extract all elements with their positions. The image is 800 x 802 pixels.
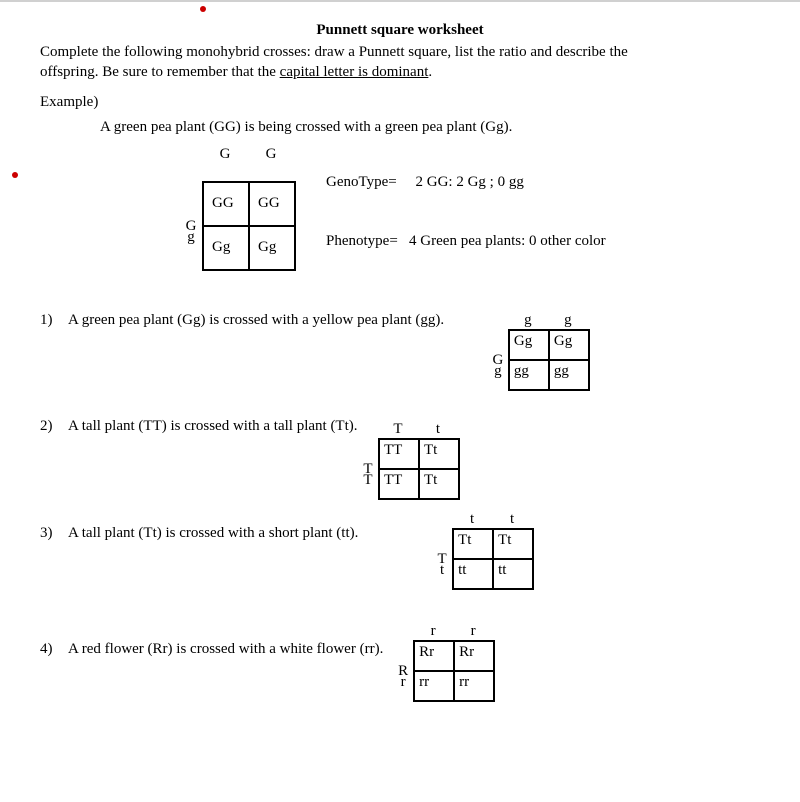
q-text: A tall plant (TT) is crossed with a tall… [68, 418, 358, 434]
top-allele: G [248, 146, 294, 163]
genotype-value: 2 GG: 2 Gg ; 0 gg [415, 174, 523, 190]
q-num: 3) [40, 525, 68, 542]
cell: Gg [509, 330, 549, 360]
question-2: 2) A tall plant (TT) is crossed with a t… [40, 418, 760, 517]
top-allele: t [492, 511, 532, 528]
instr-line1: Complete the following monohybrid crosse… [40, 44, 628, 60]
cell: Rr [454, 641, 494, 671]
q-text: A red flower (Rr) is crossed with a whit… [68, 641, 383, 657]
question-1: 1) A green pea plant (Gg) is crossed wit… [40, 312, 760, 408]
side-allele: g [488, 363, 508, 380]
example-row: G G G GG GG Gg Gg g GenoType= 2 GG: 2 Gg… [180, 146, 760, 288]
cell: rr [414, 671, 454, 701]
instr-line2: offspring. Be sure to remember that the [40, 64, 280, 80]
instructions: Complete the following monohybrid crosse… [40, 43, 760, 82]
side-allele: g [180, 229, 202, 246]
cell: TT [379, 469, 419, 499]
top-allele: g [548, 312, 588, 329]
cell: GG [203, 182, 249, 226]
top-allele: T [378, 421, 418, 438]
q3-punnett: t t T Tt Tt tt tt t [432, 511, 534, 607]
side-allele: r [393, 674, 413, 691]
example-label: Example) [40, 94, 760, 111]
cell: GG [249, 182, 295, 226]
top-allele: r [453, 623, 493, 640]
cell: gg [549, 360, 589, 390]
q-num: 2) [40, 418, 68, 435]
cell: Tt [493, 529, 533, 559]
top-allele: G [202, 146, 248, 163]
dot [200, 6, 206, 12]
q4-punnett: r r R Rr Rr rr rr r [393, 623, 495, 719]
question-4: 4) A red flower (Rr) is crossed with a w… [40, 641, 760, 737]
cell: TT [379, 439, 419, 469]
side-allele: T [358, 472, 378, 489]
example-punnett: G G G GG GG Gg Gg g [180, 146, 296, 288]
question-3: 3) A tall plant (Tt) is crossed with a s… [40, 525, 760, 621]
example-info: GenoType= 2 GG: 2 Gg ; 0 gg Phenotype= 4… [326, 146, 606, 268]
phenotype-value: 4 Green pea plants: 0 other color [409, 233, 606, 249]
cell: Gg [249, 226, 295, 270]
cell: gg [509, 360, 549, 390]
cell: Gg [549, 330, 589, 360]
side-allele: t [432, 562, 452, 579]
cell: Tt [419, 439, 459, 469]
genotype-label: GenoType= [326, 174, 397, 190]
cell: Rr [414, 641, 454, 671]
cell: tt [453, 559, 493, 589]
cell: Tt [453, 529, 493, 559]
top-allele: g [508, 312, 548, 329]
cell: Tt [419, 469, 459, 499]
phenotype-label: Phenotype= [326, 233, 398, 249]
q-text: A green pea plant (Gg) is crossed with a… [68, 312, 444, 328]
cell: rr [454, 671, 494, 701]
page-title: Punnett square worksheet [40, 22, 760, 39]
q1-punnett: g g G Gg Gg gg gg g [488, 312, 590, 408]
example-text: A green pea plant (GG) is being crossed … [100, 119, 760, 136]
q-num: 4) [40, 641, 68, 658]
top-allele: t [418, 421, 458, 438]
worksheet-page: Punnett square worksheet Complete the fo… [0, 0, 800, 775]
q2-punnett: T t T TT Tt TT Tt T [358, 421, 760, 517]
q-num: 1) [40, 312, 68, 329]
dot [12, 172, 18, 178]
cell: Gg [203, 226, 249, 270]
instr-underline: capital letter is dominant [280, 64, 429, 80]
q-text: A tall plant (Tt) is crossed with a shor… [68, 525, 358, 541]
cell: tt [493, 559, 533, 589]
top-allele: t [452, 511, 492, 528]
top-allele: r [413, 623, 453, 640]
